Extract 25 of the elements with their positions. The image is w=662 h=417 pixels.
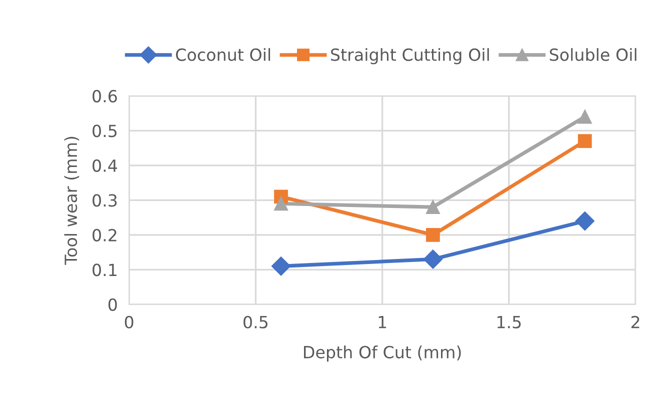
x-tick-label: 0 [124,316,134,328]
y-tick-label: 0.6 [92,90,117,102]
legend-label: Soluble Oil [550,48,636,61]
x-tick-label: 0.5 [244,316,268,328]
y-tick-label: 0.4 [92,159,118,172]
legend-label: Coconut Oil [176,48,270,61]
y-tick-label: 0 [108,298,117,311]
x-tick-label: 1 [378,316,386,328]
x-tick-label: 1.5 [497,316,521,328]
point [426,228,440,242]
point [578,110,592,124]
y-axis-title: Tool wear (mm) [64,136,80,265]
point [274,196,288,211]
y-tick-label: 0.2 [92,228,116,242]
x-tick-label: 2 [631,316,640,328]
y-tick-label: 0.3 [92,194,117,207]
point [271,256,291,276]
y-tick-label: 0.5 [92,124,117,138]
y-tick-label: 0.1 [92,264,116,276]
point [426,200,440,214]
point [423,250,442,269]
point [575,211,594,231]
x-axis-title: Depth Of Cut (mm) [304,346,461,362]
legend-label: Straight Cutting Oil [331,48,489,64]
point [578,134,592,148]
